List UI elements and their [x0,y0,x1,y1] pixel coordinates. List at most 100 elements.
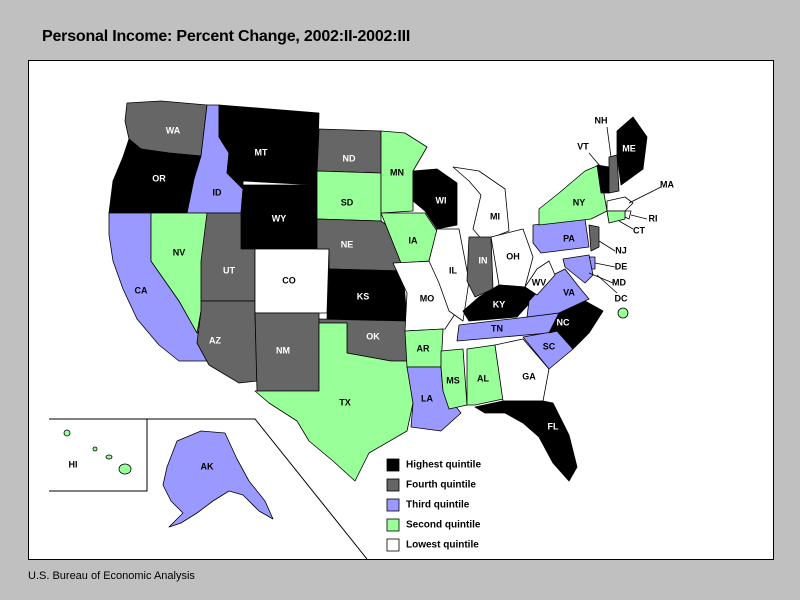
legend-swatch-third [386,498,400,512]
legend-label-fourth: Fourth quintile [406,480,476,491]
state-label-ia: IA [409,235,419,245]
state-tx [254,322,414,482]
state-label-tn: TN [491,323,503,333]
state-az [196,300,258,384]
state-label-pa: PA [563,233,575,243]
state-label-ut: UT [223,265,235,275]
leader-line-de [594,262,616,268]
state-ct [606,210,626,224]
legend-label-third: Third quintile [406,500,470,511]
state-label-ks: KS [357,291,370,301]
state-label-nc: NC [557,317,570,327]
state-nj [588,224,600,252]
state-label-ma: MA [660,179,674,189]
states-layer [63,100,648,528]
state-ak [162,430,274,528]
state-label-ct: CT [633,225,645,235]
state-label-ne: NE [341,239,354,249]
state-label-id: ID [213,187,223,197]
legend-swatch-fourth [386,478,400,492]
state-label-mo: MO [420,293,435,303]
state-label-la: LA [421,393,433,403]
state-label-mt: MT [255,147,268,157]
state-labels-layer: WA OR CA ID NV MT WY UT AZ CO NM ND SD NE KS OK TX MN IA MO… [69,115,675,471]
state-label-oh: OH [506,251,520,261]
source-credit: U.S. Bureau of Economic Analysis [28,570,195,582]
state-hi [63,429,132,475]
state-label-nj: NJ [615,245,627,255]
state-al [466,344,504,406]
state-label-wv: WV [532,277,547,287]
state-label-va: VA [563,287,575,297]
hawaii-inset-frame [49,419,148,492]
leader-line-ma [628,186,662,204]
state-label-il: IL [449,265,458,275]
leader-line-nh [606,126,612,158]
state-oh [490,228,534,288]
state-label-dc: DC [615,293,628,303]
map-panel: WA OR CA ID NV MT WY UT AZ CO NM ND SD NE KS OK TX MN IA MO… [28,60,774,560]
state-nd [316,128,382,174]
state-sd [316,170,382,222]
leader-line-ct [618,220,634,230]
state-wi [412,168,458,230]
leader-line-dc [596,274,618,294]
state-label-wa: WA [166,125,181,135]
state-label-vt: VT [577,141,589,151]
state-label-ak: AK [201,461,214,471]
state-label-ny: NY [573,197,586,207]
state-label-co: CO [282,275,296,285]
state-label-sc: SC [543,341,556,351]
state-label-wi: WI [436,195,447,205]
state-wv [524,260,556,296]
state-label-mn: MN [390,167,404,177]
state-label-az: AZ [209,335,221,345]
state-ms [440,348,468,410]
state-label-ok: OK [366,331,380,341]
state-ma [606,196,634,212]
state-label-wy: WY [272,213,287,223]
legend-label-lowest: Lowest quintile [406,540,479,551]
state-ga [494,338,550,402]
state-label-mi: MI [490,211,500,221]
us-choropleth-map: WA OR CA ID NV MT WY UT AZ CO NM ND SD NE KS OK TX MN IA MO… [49,100,675,559]
state-label-in: IN [479,255,488,265]
state-label-ca: CA [135,285,148,295]
state-label-de: DE [615,261,628,271]
state-mi [452,166,510,242]
map-title: Personal Income: Percent Change, 2002:II… [42,28,411,45]
state-label-me: ME [622,143,636,153]
state-label-nm: NM [276,345,290,355]
state-label-ri: RI [649,213,658,223]
state-mt [218,104,320,190]
state-label-sd: SD [341,197,354,207]
state-il [428,228,470,322]
state-me [616,116,648,186]
state-label-al: AL [477,373,489,383]
state-label-fl: FL [548,421,559,431]
leader-line-md [588,272,614,284]
state-fl [474,400,578,482]
state-label-ms: MS [446,375,460,385]
legend-label-second: Second quintile [406,520,481,531]
state-label-nd: ND [343,153,356,163]
leader-line-nj [598,240,616,252]
leader-lines-layer [588,126,662,294]
legend-swatch-highest [386,458,400,472]
legend-swatch-second [386,518,400,532]
leader-line-vt [588,152,602,168]
legend-label-highest: Highest quintile [406,460,481,471]
legend: Highest quintile Fourth quintile Third qui… [386,458,481,552]
state-label-ga: GA [522,371,536,381]
state-label-hi: HI [69,459,78,469]
state-label-nv: NV [173,247,186,257]
state-ri [624,210,632,220]
legend-swatch-lowest [386,538,400,552]
state-label-ky: KY [493,299,506,309]
leader-line-ri [630,214,648,220]
state-label-nh: NH [595,115,608,125]
state-label-or: OR [152,173,166,183]
state-nh [608,154,620,194]
state-ny [538,164,608,226]
state-label-ar: AR [417,343,430,353]
